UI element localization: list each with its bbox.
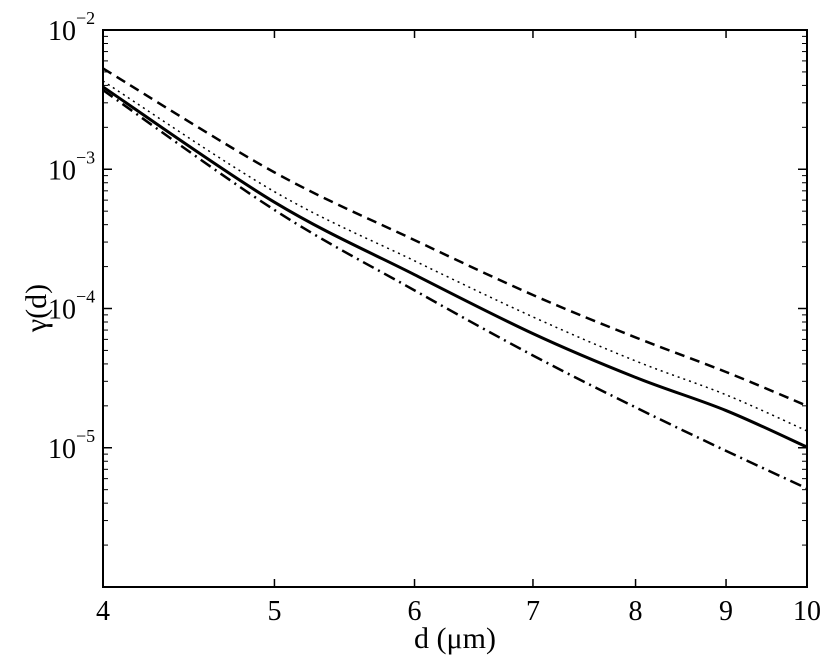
plot-frame xyxy=(102,29,808,588)
y-tick-label-exponent: −5 xyxy=(76,426,95,446)
y-axis-ticks: 10−210−310−410−5 xyxy=(48,8,807,546)
x-tick-label: 7 xyxy=(526,596,540,627)
y-tick-label-base: 10 xyxy=(48,16,76,47)
y-tick-label-exponent: −2 xyxy=(76,8,95,28)
x-tick-label: 5 xyxy=(267,596,281,627)
x-tick-label: 10 xyxy=(793,596,821,627)
x-tick-label: 9 xyxy=(719,596,733,627)
y-tick-label: 10 −5 xyxy=(48,426,95,465)
series-line-dashed xyxy=(102,67,808,407)
x-axis-ticks: 4 5 6 7 8 9 10 xyxy=(96,30,821,627)
y-tick-label: 10 −4 xyxy=(48,287,95,326)
y-tick-label-base: 10 xyxy=(48,434,76,465)
y-tick-label-exponent: −4 xyxy=(76,287,95,307)
series-layer xyxy=(102,67,808,490)
y-tick-label-exponent: −3 xyxy=(76,147,95,167)
series-line-dotted xyxy=(102,80,808,432)
y-axis-title: γ(d) xyxy=(20,284,53,333)
y-tick-label: 10 −3 xyxy=(48,147,95,186)
x-tick-label: 8 xyxy=(629,596,643,627)
x-tick-label: 6 xyxy=(408,596,422,627)
y-tick-label-base: 10 xyxy=(48,295,76,326)
y-tick-label-base: 10 xyxy=(48,155,76,186)
series-line-dashdot xyxy=(102,89,808,490)
y-tick-label: 10 −2 xyxy=(48,8,95,47)
x-axis-title: d (μm) xyxy=(414,622,496,655)
series-line-solid xyxy=(102,85,808,449)
x-tick-label: 4 xyxy=(96,596,110,627)
